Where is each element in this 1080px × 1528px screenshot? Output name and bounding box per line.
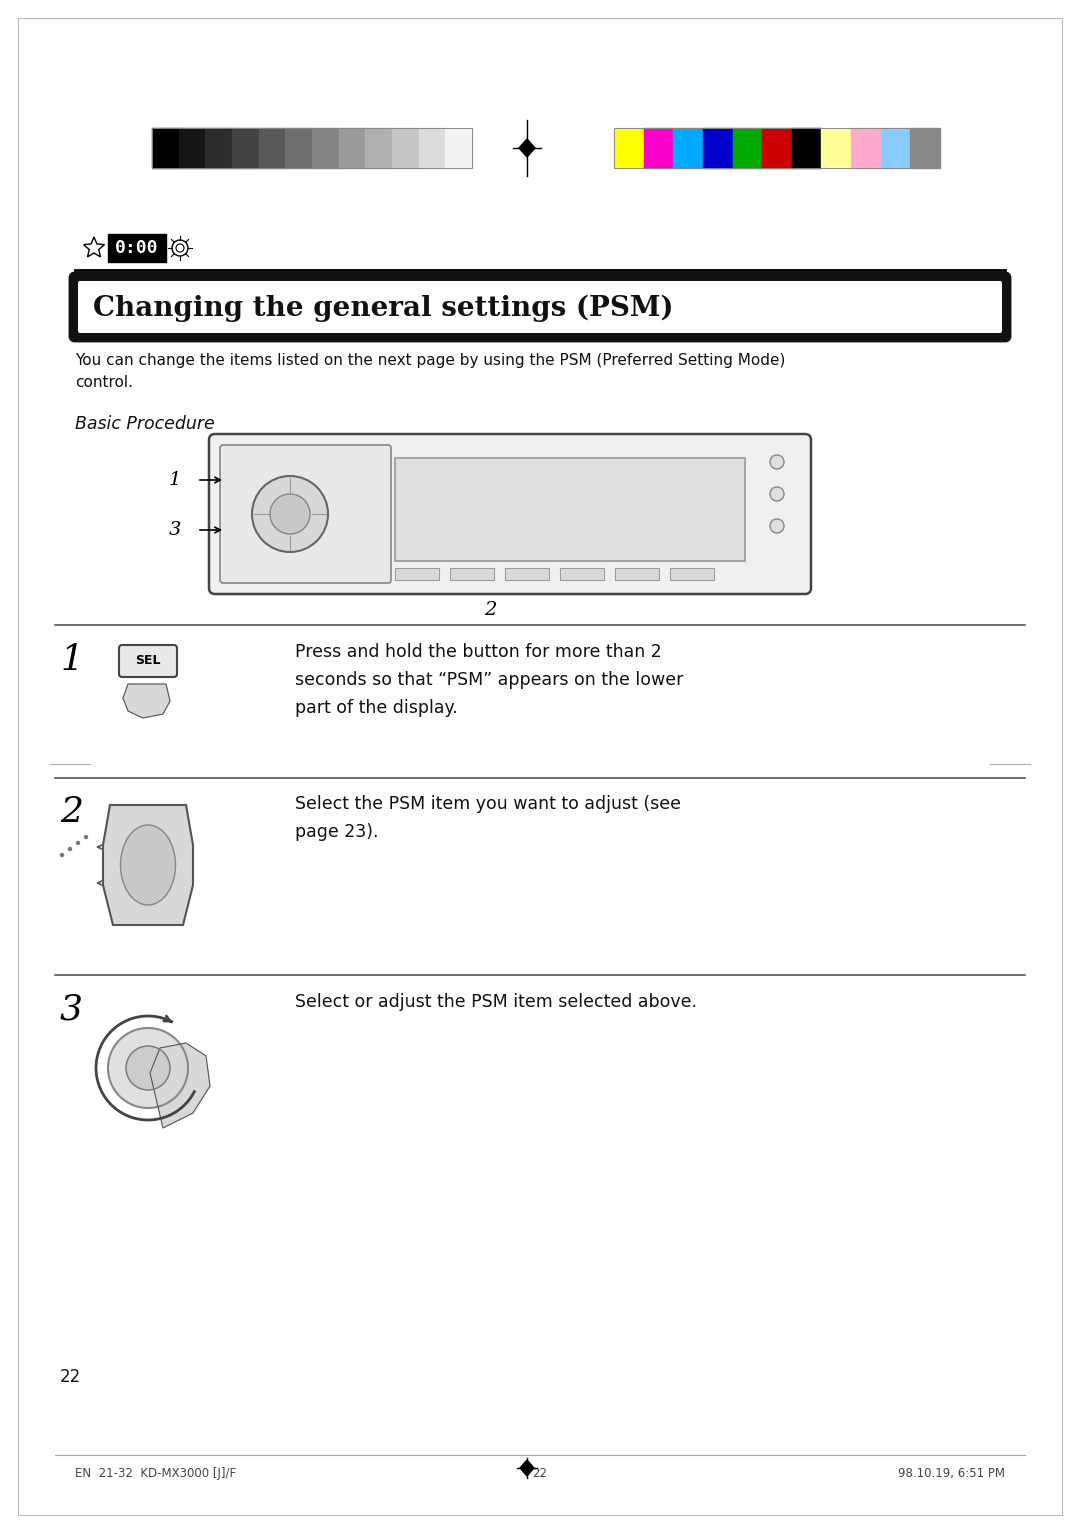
Bar: [259, 128, 285, 168]
Polygon shape: [519, 139, 535, 157]
Bar: [339, 128, 365, 168]
Text: 3: 3: [60, 993, 83, 1027]
Polygon shape: [150, 1044, 210, 1128]
Bar: [108, 234, 166, 261]
FancyBboxPatch shape: [220, 445, 391, 584]
Bar: [152, 128, 472, 168]
Text: 22: 22: [60, 1368, 81, 1386]
Circle shape: [77, 842, 80, 845]
Bar: [703, 128, 732, 168]
Bar: [395, 568, 438, 581]
Bar: [395, 568, 438, 581]
Bar: [445, 128, 472, 168]
Bar: [232, 128, 259, 168]
FancyBboxPatch shape: [71, 274, 1009, 341]
Text: 2: 2: [60, 795, 83, 830]
Bar: [673, 128, 703, 168]
Text: 1: 1: [60, 643, 83, 677]
Text: 1: 1: [168, 471, 181, 489]
Text: Select the PSM item you want to adjust (see
page 23).: Select the PSM item you want to adjust (…: [295, 795, 681, 840]
Bar: [615, 128, 644, 168]
Bar: [910, 128, 940, 168]
Bar: [615, 128, 940, 168]
FancyBboxPatch shape: [210, 434, 811, 594]
Bar: [395, 458, 745, 561]
Ellipse shape: [121, 825, 175, 905]
Bar: [561, 568, 604, 581]
Bar: [450, 568, 494, 581]
Bar: [792, 128, 822, 168]
Bar: [285, 128, 312, 168]
Bar: [178, 128, 205, 168]
Bar: [392, 128, 419, 168]
Bar: [822, 128, 851, 168]
Text: You can change the items listed on the next page by using the PSM (Preferred Set: You can change the items listed on the n…: [75, 353, 785, 390]
Bar: [395, 458, 745, 561]
Bar: [561, 568, 604, 581]
Text: Changing the general settings (PSM): Changing the general settings (PSM): [93, 295, 674, 322]
Bar: [670, 568, 714, 581]
Circle shape: [770, 520, 784, 533]
Bar: [732, 128, 762, 168]
FancyBboxPatch shape: [78, 281, 1002, 333]
Polygon shape: [519, 1459, 534, 1476]
Text: 0:00: 0:00: [116, 238, 159, 257]
Circle shape: [770, 455, 784, 469]
Circle shape: [84, 836, 87, 839]
Circle shape: [252, 477, 328, 552]
Bar: [505, 568, 549, 581]
Text: Basic Procedure: Basic Procedure: [75, 416, 215, 432]
Text: Press and hold the button for more than 2
seconds so that “PSM” appears on the l: Press and hold the button for more than …: [295, 643, 684, 717]
Circle shape: [108, 1028, 188, 1108]
Bar: [312, 128, 339, 168]
Bar: [644, 128, 673, 168]
Text: EN  21-32  KD-MX3000 [J]/F: EN 21-32 KD-MX3000 [J]/F: [75, 1467, 237, 1481]
Text: SEL: SEL: [135, 654, 161, 668]
Circle shape: [270, 494, 310, 533]
Bar: [670, 568, 714, 581]
Bar: [505, 568, 549, 581]
Text: 22: 22: [532, 1467, 548, 1481]
Text: 3: 3: [168, 521, 181, 539]
Polygon shape: [123, 685, 170, 718]
Circle shape: [60, 854, 64, 857]
Bar: [880, 128, 910, 168]
Circle shape: [770, 487, 784, 501]
Bar: [762, 128, 792, 168]
Bar: [615, 568, 659, 581]
Bar: [851, 128, 880, 168]
Circle shape: [68, 848, 71, 851]
Bar: [450, 568, 494, 581]
Bar: [365, 128, 392, 168]
Text: 2: 2: [484, 601, 496, 619]
Bar: [205, 128, 232, 168]
Polygon shape: [103, 805, 193, 924]
Text: Select or adjust the PSM item selected above.: Select or adjust the PSM item selected a…: [295, 993, 697, 1012]
Bar: [152, 128, 178, 168]
Text: 98.10.19, 6:51 PM: 98.10.19, 6:51 PM: [897, 1467, 1005, 1481]
Circle shape: [126, 1047, 170, 1089]
Bar: [419, 128, 445, 168]
Bar: [615, 568, 659, 581]
FancyBboxPatch shape: [119, 645, 177, 677]
